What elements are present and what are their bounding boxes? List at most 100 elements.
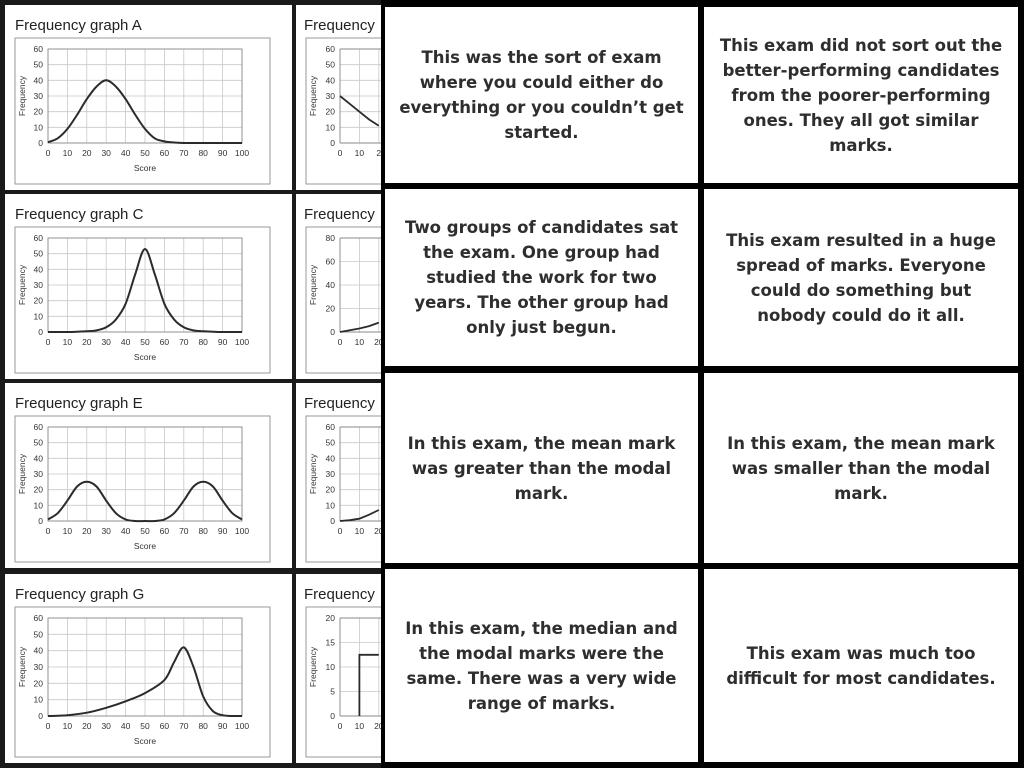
x-tick-label: 50 (140, 721, 150, 731)
y-tick-label: 20 (34, 296, 44, 306)
chart-frame (305, 415, 386, 563)
x-tick-label: 90 (218, 148, 228, 158)
frequency-chart-g: 0 10 20 30 40 50 60 70 80 90 100 0 10 20 30 40 50 60 Score… (14, 606, 271, 758)
frequency-line (339, 95, 380, 127)
x-axis-label: Score (134, 541, 156, 551)
y-tick-label: 50 (34, 438, 44, 448)
statement-card[interactable]: This exam was much too difficult for mos… (704, 569, 1018, 762)
x-tick-label: 60 (160, 148, 170, 158)
frequency-chart-h-partial: 0 5 10 15 20 0 10 20 Frequency (305, 606, 386, 758)
x-tick-label: 40 (121, 526, 131, 536)
y-tick-label: 60 (34, 422, 44, 432)
y-tick-label: 40 (326, 75, 336, 85)
frequency-chart-c: 0 10 20 30 40 50 60 70 80 90 100 0 10 20 30 40 50 60 Score… (14, 226, 271, 374)
y-tick-label: 0 (330, 327, 335, 337)
graph-panel-c: Frequency graph C 0 10 20 30 40 50 60 70 80 90 100… (5, 194, 292, 379)
y-tick-label: 50 (326, 438, 336, 448)
y-tick-label: 60 (326, 44, 336, 54)
x-tick-label: 80 (198, 721, 208, 731)
statement-card[interactable]: This exam resulted in a huge spread of m… (704, 189, 1018, 366)
chart-frame (14, 37, 271, 185)
y-tick-label: 60 (34, 233, 44, 243)
x-tick-label: 20 (374, 526, 384, 536)
y-tick-label: 10 (34, 122, 44, 132)
x-tick-label: 40 (121, 337, 131, 347)
card-text: This exam was much too difficult for mos… (726, 643, 996, 688)
x-tick-label: 60 (160, 337, 170, 347)
y-tick-label: 10 (326, 500, 336, 510)
statement-card[interactable]: In this exam, the mean mark was smaller … (704, 373, 1018, 563)
x-tick-label: 30 (101, 721, 111, 731)
frequency-line (339, 321, 380, 333)
x-tick-label: 70 (179, 526, 189, 536)
x-tick-label: 0 (46, 337, 51, 347)
x-tick-label: 90 (218, 337, 228, 347)
x-tick-label: 10 (63, 526, 73, 536)
y-tick-label: 50 (34, 249, 44, 259)
x-tick-label: 90 (218, 721, 228, 731)
x-tick-label: 20 (374, 721, 384, 731)
y-tick-label: 10 (326, 122, 336, 132)
statement-card[interactable]: In this exam, the median and the modal m… (385, 569, 698, 762)
y-tick-label: 0 (38, 516, 43, 526)
x-tick-label: 70 (179, 721, 189, 731)
y-tick-label: 40 (34, 453, 44, 463)
x-tick-label: 20 (82, 526, 92, 536)
frequency-chart-a: 0 10 20 30 40 50 60 70 80 90 100 0 10 20 30 40 50 60 Score… (14, 37, 271, 185)
x-tick-label: 90 (218, 526, 228, 536)
graph-title: Frequency graph C (15, 206, 144, 223)
y-tick-label: 20 (326, 485, 336, 495)
graph-title-partial: Frequency (304, 586, 375, 603)
x-tick-label: 0 (46, 526, 51, 536)
x-tick-label: 40 (121, 721, 131, 731)
x-tick-label: 100 (235, 721, 249, 731)
x-tick-label: 100 (235, 526, 249, 536)
x-tick-label: 20 (82, 337, 92, 347)
y-tick-label: 20 (34, 678, 44, 688)
statement-card[interactable]: In this exam, the mean mark was greater … (385, 373, 698, 563)
x-axis-label: Score (134, 736, 156, 746)
chart-frame (305, 226, 386, 374)
x-tick-label: 30 (101, 337, 111, 347)
x-tick-label: 100 (235, 148, 249, 158)
x-tick-label: 10 (355, 721, 365, 731)
x-tick-label: 10 (63, 337, 73, 347)
frequency-line (339, 509, 380, 522)
chart-frame (14, 606, 271, 758)
statement-card[interactable]: This exam did not sort out the better-pe… (704, 7, 1018, 183)
y-tick-label: 20 (34, 485, 44, 495)
statement-card[interactable]: Two groups of candidates sat the exam. O… (385, 189, 698, 366)
x-tick-label: 0 (46, 148, 51, 158)
y-axis-label: Frequency (17, 75, 27, 116)
plot-area (47, 48, 243, 144)
chart-frame (305, 606, 386, 758)
graph-title: Frequency graph A (15, 17, 142, 34)
x-tick-label: 70 (179, 148, 189, 158)
statement-card[interactable]: This was the sort of exam where you coul… (385, 7, 698, 183)
x-tick-label: 50 (140, 526, 150, 536)
y-axis-label: Frequency (17, 264, 27, 305)
graph-panel-f-partial: Frequency 0 10 20 30 40 50 60 0 10 20 Frequency (296, 383, 386, 568)
graph-panel-d-partial: Frequency 0 20 40 60 80 0 10 20 Frequency (296, 194, 386, 379)
y-tick-label: 0 (38, 327, 43, 337)
frequency-line (47, 646, 243, 718)
y-tick-label: 30 (34, 662, 44, 672)
x-tick-label: 80 (198, 148, 208, 158)
y-tick-label: 50 (34, 629, 44, 639)
graph-title: Frequency graph E (15, 395, 143, 412)
x-tick-label: 60 (160, 526, 170, 536)
x-axis-label: Score (134, 163, 156, 173)
x-tick-label: 10 (355, 526, 365, 536)
y-tick-label: 40 (34, 646, 44, 656)
card-text: In this exam, the mean mark was greater … (407, 433, 676, 503)
x-tick-label: 10 (63, 148, 73, 158)
graph-panel-b-partial: Frequency 0 10 20 30 40 50 60 0 10 2 Frequency (296, 5, 386, 190)
x-tick-label: 60 (160, 721, 170, 731)
frequency-chart-b-partial: 0 10 20 30 40 50 60 0 10 2 Frequency (305, 37, 386, 185)
y-tick-label: 60 (326, 257, 336, 267)
chart-frame (14, 226, 271, 374)
y-tick-label: 10 (34, 500, 44, 510)
x-tick-label: 80 (198, 526, 208, 536)
y-tick-label: 40 (34, 75, 44, 85)
frequency-line (47, 247, 243, 334)
